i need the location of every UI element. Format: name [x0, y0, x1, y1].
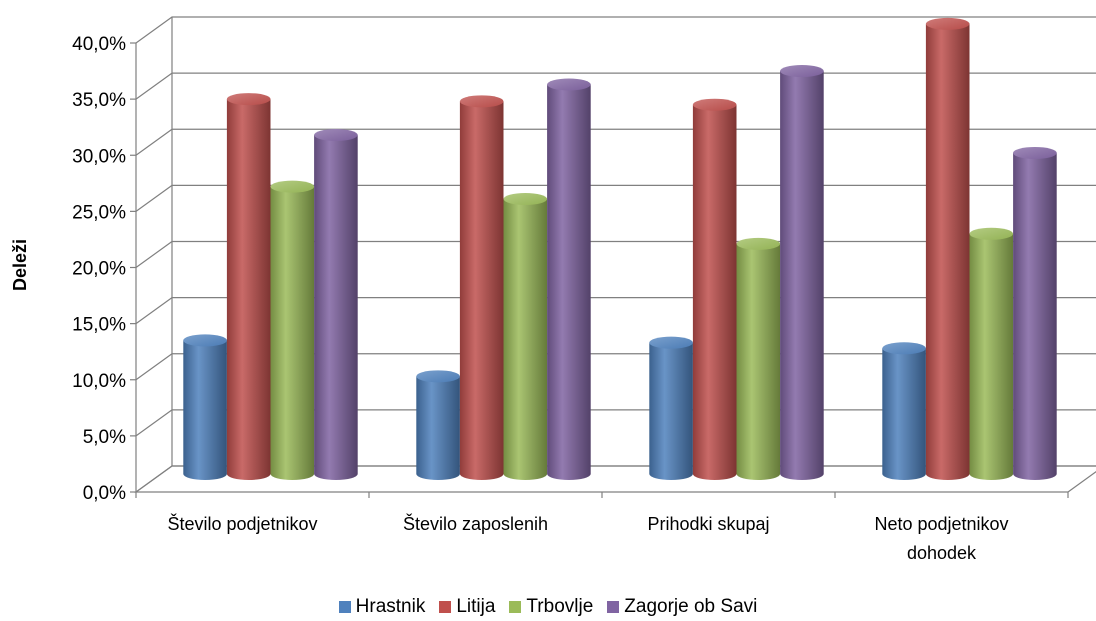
x-axis-categories: Število podjetnikov Število zaposlenih Pri…	[167, 513, 1008, 563]
bar-top	[416, 370, 460, 383]
category-label: Neto podjetnikov	[874, 514, 1008, 534]
y-tick-label: 15,0%	[72, 315, 126, 336]
bar-body	[1013, 152, 1057, 480]
bar-top	[270, 180, 315, 193]
bar-body	[416, 376, 460, 480]
legend-item: Trbovlje	[509, 596, 593, 618]
bar-body	[925, 23, 970, 480]
category-label: Število zaposlenih	[403, 513, 548, 534]
legend-swatch	[338, 601, 351, 613]
bar-chart: 0,0% 5,0% 10,0% 15,0% 20,0% 25,0% 30,0% 35,0% 40…	[10, 16, 1096, 563]
bar-top	[503, 192, 548, 205]
y-tick-label: 0,0%	[83, 483, 126, 504]
bar-top	[692, 98, 737, 111]
bar	[882, 342, 926, 480]
legend-label: Hrastnik	[355, 596, 426, 617]
bar	[183, 334, 227, 480]
bar-body	[314, 135, 358, 480]
gridline	[135, 16, 1096, 44]
legend-label: Trbovlje	[526, 596, 594, 617]
bar-top	[1013, 146, 1057, 159]
bar-top	[969, 227, 1014, 240]
y-tick-label: 20,0%	[72, 259, 126, 280]
legend-item: Hrastnik	[338, 596, 426, 618]
bar-top	[925, 17, 970, 30]
bar	[226, 93, 271, 480]
bar-top	[780, 65, 824, 78]
bar-top	[882, 342, 926, 355]
y-tick-label: 35,0%	[72, 90, 126, 111]
bar-body	[503, 198, 548, 480]
bar	[969, 227, 1014, 480]
bars	[183, 17, 1057, 481]
bar-body	[270, 186, 315, 480]
bar-top	[226, 93, 271, 106]
bar	[459, 95, 504, 480]
y-tick-label: 10,0%	[72, 371, 126, 392]
bar-body	[969, 233, 1014, 480]
category-label: Število podjetnikov	[167, 513, 317, 534]
bar	[270, 180, 315, 480]
bar-body	[882, 348, 926, 480]
bar-body	[226, 99, 271, 480]
y-tick-label: 25,0%	[72, 202, 126, 223]
bar	[692, 98, 737, 480]
category-label: dohodek	[907, 543, 977, 563]
bar-top	[314, 129, 358, 142]
bar	[547, 78, 591, 481]
bar-body	[780, 71, 824, 481]
legend-item: Litija	[439, 596, 495, 618]
legend-swatch	[509, 601, 522, 613]
legend-swatch	[607, 601, 620, 613]
bar	[1013, 146, 1057, 480]
bar	[649, 336, 693, 480]
legend-label: Litija	[456, 596, 496, 617]
y-axis-ticks: 0,0% 5,0% 10,0% 15,0% 20,0% 25,0% 30,0% 35,0% 40…	[72, 34, 126, 504]
bar-top	[649, 336, 693, 349]
bar-body	[649, 342, 693, 480]
y-tick-label: 5,0%	[83, 427, 126, 448]
legend-item: Zagorje ob Savi	[607, 596, 757, 618]
y-axis-label: Deleži	[10, 239, 30, 291]
bar-body	[183, 340, 227, 480]
bar-top	[736, 237, 781, 250]
legend-swatch	[439, 601, 452, 613]
bar-top	[459, 95, 504, 108]
legend-label: Zagorje ob Savi	[624, 596, 758, 617]
bar	[780, 65, 824, 481]
bar-body	[692, 104, 737, 480]
bar-body	[459, 101, 504, 480]
bar-body	[736, 243, 781, 480]
bar	[736, 237, 781, 480]
y-tick-label: 30,0%	[72, 146, 126, 167]
bar-top	[183, 334, 227, 347]
bar-body	[547, 84, 591, 481]
y-tick-label: 40,0%	[72, 34, 126, 55]
bar-top	[547, 78, 591, 91]
legend: Hrastnik Litija Trbovlje Zagorje ob Savi	[0, 596, 1096, 618]
bar	[925, 17, 970, 480]
bar	[314, 129, 358, 480]
category-label: Prihodki skupaj	[647, 514, 769, 534]
bar	[416, 370, 460, 480]
bar	[503, 192, 548, 480]
